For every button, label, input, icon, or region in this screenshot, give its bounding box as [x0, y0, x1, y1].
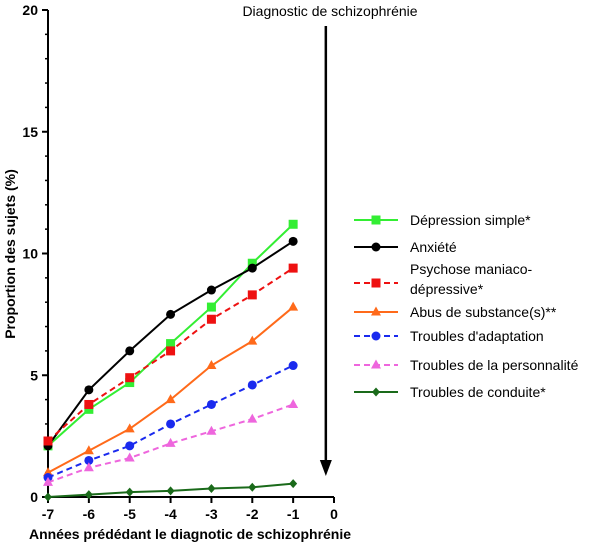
data-point — [247, 258, 257, 268]
data-point — [125, 373, 135, 383]
data-point — [166, 419, 176, 429]
data-point — [165, 394, 176, 404]
data-point — [206, 360, 217, 370]
data-point — [247, 413, 258, 423]
series-3 — [43, 301, 299, 477]
annotation-layer — [319, 26, 332, 476]
data-point — [166, 339, 176, 349]
data-point — [288, 398, 299, 408]
data-point — [84, 385, 94, 395]
legend-marker — [371, 242, 381, 252]
data-point — [206, 285, 216, 295]
data-point — [206, 314, 216, 324]
data-point — [166, 309, 176, 319]
y-tick-label: 15 — [22, 124, 38, 140]
x-tick-label: -6 — [83, 506, 96, 522]
data-point — [43, 436, 53, 446]
series-2 — [43, 263, 298, 446]
data-point — [206, 302, 216, 312]
data-point — [125, 441, 135, 451]
series-1 — [43, 236, 298, 451]
x-tick-label: -2 — [246, 506, 259, 522]
data-point — [44, 492, 52, 502]
data-point — [166, 486, 175, 496]
legend-label: Troubles de la personnalité — [410, 357, 579, 373]
data-point — [125, 346, 135, 356]
data-point — [207, 483, 216, 493]
data-point — [247, 380, 257, 390]
diagnosis-arrow-head — [319, 460, 332, 476]
series-layer — [43, 219, 299, 502]
data-point — [288, 236, 298, 246]
y-tick-label: 10 — [22, 246, 38, 262]
x-tick-label: -3 — [205, 506, 218, 522]
data-point — [206, 425, 217, 435]
legend-label: Psychose maniaco- — [410, 261, 533, 277]
x-tick-label: 0 — [330, 506, 338, 522]
data-point — [288, 219, 298, 229]
data-point — [248, 482, 257, 492]
data-point — [125, 487, 134, 497]
data-point — [84, 490, 93, 500]
data-point — [124, 452, 135, 462]
x-tick-label: -1 — [287, 506, 300, 522]
x-axis-title: Années prédédant le diagnotic de schizop… — [29, 526, 351, 542]
legend-label: Anxiété — [410, 239, 457, 255]
x-tick-label: -4 — [164, 506, 177, 522]
data-point — [124, 423, 135, 433]
legend-marker — [371, 215, 381, 225]
data-point — [289, 479, 298, 489]
legend-marker — [371, 331, 381, 341]
series-4 — [43, 361, 298, 483]
legend-marker — [371, 359, 381, 369]
legend-label: Troubles d'adaptation — [410, 328, 544, 344]
y-tick-label: 20 — [22, 2, 38, 18]
y-tick-label: 5 — [30, 367, 38, 383]
axes: 0 5 10 15 20 -7 -6 -5 -4 -3 -2 -1 0 — [22, 2, 338, 522]
data-point — [165, 437, 176, 447]
series-5 — [43, 398, 299, 486]
data-point — [43, 476, 53, 486]
x-tick-label: -7 — [42, 506, 55, 522]
data-point — [247, 290, 257, 300]
data-point — [84, 404, 94, 414]
y-axis-title: Proportion des sujets (%) — [2, 169, 18, 339]
legend-label: Dépression simple* — [410, 212, 531, 228]
data-point — [125, 378, 135, 388]
y-tick-label: 0 — [30, 489, 38, 505]
legend: Dépression simple* Anxiété Psychose maniac… — [354, 212, 579, 400]
legend-marker — [371, 278, 381, 288]
x-tick-label: -5 — [123, 506, 136, 522]
diagnosis-annotation: Diagnostic de schizophrénie — [242, 3, 417, 19]
data-point — [206, 399, 216, 409]
data-point — [84, 455, 94, 465]
data-point — [83, 462, 94, 472]
data-point — [83, 445, 94, 455]
data-point — [288, 263, 298, 273]
data-point — [288, 301, 299, 311]
data-point — [247, 263, 257, 273]
data-point — [84, 399, 94, 409]
data-point — [247, 335, 258, 345]
legend-marker — [372, 387, 380, 397]
legend-label: Troubles de conduite* — [410, 384, 546, 400]
data-point — [166, 346, 176, 356]
legend-label: dépressive* — [410, 281, 484, 297]
legend-marker — [371, 306, 381, 316]
series-6 — [44, 479, 298, 502]
legend-label: Abus de substance(s)** — [410, 304, 557, 320]
data-point — [288, 361, 298, 371]
